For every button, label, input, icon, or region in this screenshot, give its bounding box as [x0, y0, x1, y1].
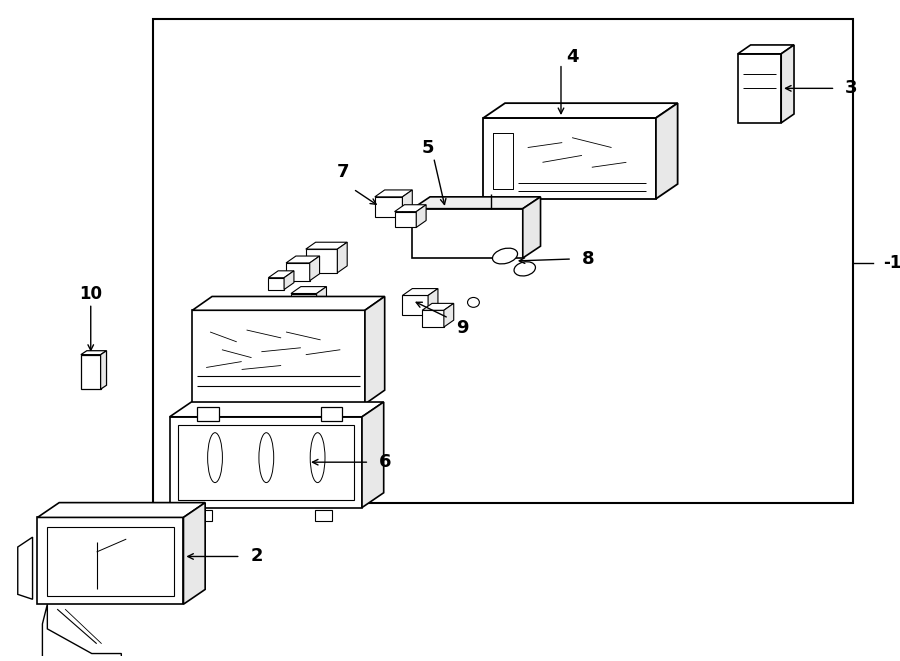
- Polygon shape: [781, 45, 794, 123]
- Polygon shape: [402, 289, 438, 295]
- Ellipse shape: [259, 433, 274, 483]
- Polygon shape: [193, 297, 384, 310]
- Polygon shape: [338, 242, 347, 273]
- Polygon shape: [523, 197, 541, 258]
- Polygon shape: [365, 297, 384, 404]
- Polygon shape: [374, 190, 412, 197]
- Bar: [268, 278, 284, 290]
- Polygon shape: [284, 271, 294, 290]
- Ellipse shape: [514, 262, 536, 276]
- Bar: [306, 249, 338, 273]
- Bar: [194, 510, 212, 522]
- Polygon shape: [412, 197, 541, 209]
- Polygon shape: [268, 271, 294, 278]
- Polygon shape: [310, 256, 320, 281]
- Bar: [374, 197, 402, 217]
- Polygon shape: [291, 287, 327, 293]
- Ellipse shape: [492, 248, 517, 264]
- Polygon shape: [656, 103, 678, 199]
- Bar: [483, 118, 656, 199]
- Polygon shape: [350, 301, 360, 330]
- Polygon shape: [38, 502, 205, 518]
- Polygon shape: [81, 351, 106, 355]
- Text: 2: 2: [250, 547, 263, 565]
- Text: 6: 6: [379, 453, 392, 471]
- Text: 10: 10: [79, 284, 103, 303]
- Text: 4: 4: [566, 48, 579, 66]
- Bar: [38, 518, 184, 604]
- Text: -1: -1: [883, 254, 900, 272]
- Polygon shape: [286, 256, 320, 263]
- Polygon shape: [394, 205, 426, 212]
- Bar: [320, 308, 350, 330]
- Ellipse shape: [467, 297, 480, 307]
- Text: 3: 3: [845, 79, 858, 97]
- Ellipse shape: [310, 433, 325, 483]
- Text: 5: 5: [421, 139, 434, 157]
- Bar: [738, 54, 781, 123]
- Polygon shape: [170, 402, 383, 417]
- Polygon shape: [428, 289, 438, 315]
- Bar: [193, 310, 365, 404]
- Ellipse shape: [208, 433, 222, 483]
- Bar: [402, 295, 428, 315]
- Bar: [177, 425, 354, 500]
- Polygon shape: [317, 287, 327, 313]
- Bar: [422, 310, 444, 327]
- Ellipse shape: [50, 658, 61, 661]
- Polygon shape: [483, 103, 678, 118]
- Bar: [197, 407, 219, 421]
- Bar: [153, 19, 853, 502]
- Text: 9: 9: [455, 319, 468, 337]
- Text: 8: 8: [582, 250, 595, 268]
- Bar: [412, 209, 523, 258]
- Polygon shape: [306, 242, 347, 249]
- Polygon shape: [320, 301, 360, 308]
- Polygon shape: [184, 502, 205, 604]
- Bar: [286, 263, 310, 281]
- Bar: [170, 417, 362, 508]
- Polygon shape: [444, 303, 454, 327]
- Polygon shape: [362, 402, 383, 508]
- Polygon shape: [42, 604, 122, 661]
- Bar: [48, 527, 174, 596]
- Text: 7: 7: [337, 163, 349, 181]
- Bar: [291, 293, 317, 313]
- Bar: [315, 510, 332, 522]
- Polygon shape: [402, 190, 412, 217]
- Bar: [81, 355, 101, 389]
- Polygon shape: [422, 303, 454, 310]
- Polygon shape: [101, 351, 106, 389]
- Polygon shape: [18, 537, 32, 600]
- Bar: [320, 407, 342, 421]
- Polygon shape: [416, 205, 426, 227]
- Bar: [394, 212, 416, 227]
- Polygon shape: [738, 45, 794, 54]
